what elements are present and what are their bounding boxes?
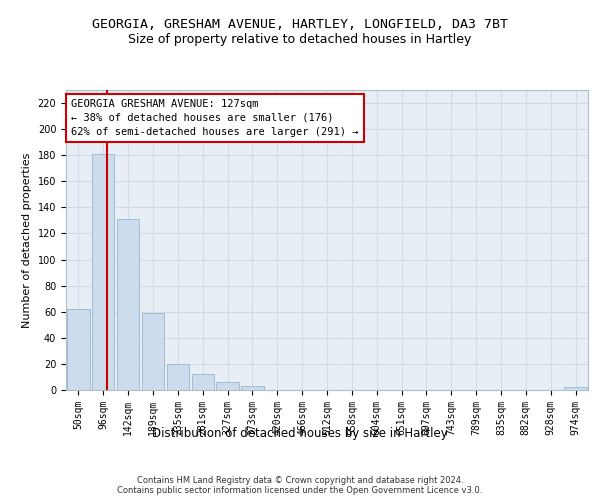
- Bar: [167, 364, 189, 390]
- Text: GEORGIA GRESHAM AVENUE: 127sqm
← 38% of detached houses are smaller (176)
62% of: GEORGIA GRESHAM AVENUE: 127sqm ← 38% of …: [71, 99, 359, 137]
- Text: Distribution of detached houses by size in Hartley: Distribution of detached houses by size …: [152, 428, 448, 440]
- Bar: [92, 154, 115, 390]
- Bar: [67, 309, 89, 390]
- Text: Contains HM Land Registry data © Crown copyright and database right 2024.
Contai: Contains HM Land Registry data © Crown c…: [118, 476, 482, 495]
- Bar: [117, 219, 139, 390]
- Text: Size of property relative to detached houses in Hartley: Size of property relative to detached ho…: [128, 32, 472, 46]
- Bar: [217, 382, 239, 390]
- Bar: [191, 374, 214, 390]
- Y-axis label: Number of detached properties: Number of detached properties: [22, 152, 32, 328]
- Bar: [142, 313, 164, 390]
- Bar: [565, 388, 587, 390]
- Bar: [241, 386, 263, 390]
- Text: GEORGIA, GRESHAM AVENUE, HARTLEY, LONGFIELD, DA3 7BT: GEORGIA, GRESHAM AVENUE, HARTLEY, LONGFI…: [92, 18, 508, 30]
